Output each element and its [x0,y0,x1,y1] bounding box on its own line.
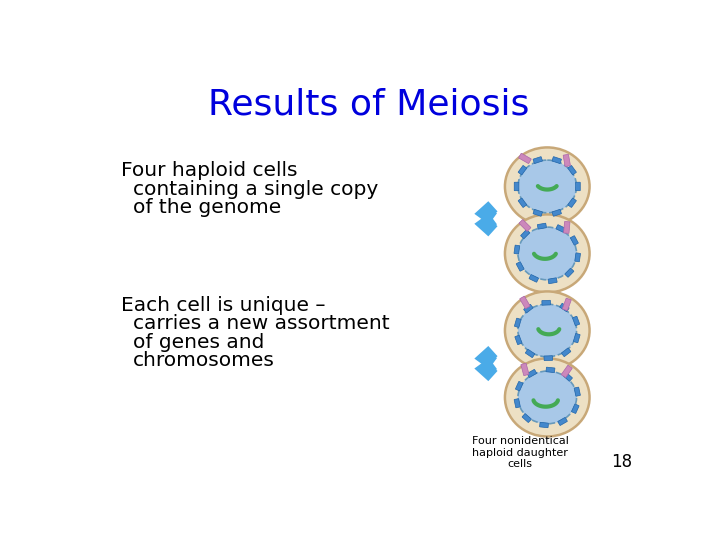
Ellipse shape [505,147,590,226]
Text: Four nonidentical
haploid daughter
cells: Four nonidentical haploid daughter cells [472,436,569,469]
FancyBboxPatch shape [573,334,580,343]
FancyBboxPatch shape [526,349,535,357]
FancyBboxPatch shape [552,210,562,216]
FancyBboxPatch shape [575,253,580,262]
FancyBboxPatch shape [520,296,530,309]
Text: containing a single copy: containing a single copy [132,179,378,199]
FancyBboxPatch shape [563,154,570,166]
Ellipse shape [505,292,590,369]
FancyBboxPatch shape [562,365,572,377]
FancyBboxPatch shape [572,316,580,326]
FancyBboxPatch shape [533,157,542,164]
Text: carries a new assortment: carries a new assortment [132,314,390,333]
FancyBboxPatch shape [539,422,549,428]
FancyBboxPatch shape [562,298,571,310]
FancyBboxPatch shape [564,221,570,233]
FancyBboxPatch shape [516,262,524,271]
FancyBboxPatch shape [515,335,522,345]
FancyBboxPatch shape [568,198,576,207]
FancyBboxPatch shape [568,166,576,175]
FancyBboxPatch shape [521,230,530,239]
Ellipse shape [518,371,577,424]
FancyBboxPatch shape [514,245,520,254]
FancyBboxPatch shape [522,414,531,422]
Text: 18: 18 [611,453,632,470]
FancyBboxPatch shape [563,373,572,381]
FancyBboxPatch shape [518,198,526,207]
FancyBboxPatch shape [570,236,578,245]
FancyBboxPatch shape [564,268,574,277]
FancyBboxPatch shape [559,303,569,312]
FancyBboxPatch shape [518,166,526,175]
FancyBboxPatch shape [514,399,521,408]
FancyBboxPatch shape [574,387,580,396]
Ellipse shape [505,359,590,436]
FancyBboxPatch shape [558,417,567,426]
FancyBboxPatch shape [537,223,546,229]
FancyBboxPatch shape [562,348,571,356]
Ellipse shape [505,214,590,293]
FancyBboxPatch shape [514,318,521,327]
FancyBboxPatch shape [546,367,555,373]
Ellipse shape [518,160,577,213]
FancyBboxPatch shape [572,404,579,414]
FancyBboxPatch shape [523,305,533,313]
Text: Four haploid cells: Four haploid cells [121,161,297,180]
Text: of the genome: of the genome [132,198,281,217]
FancyBboxPatch shape [519,220,531,231]
FancyBboxPatch shape [552,157,562,164]
FancyBboxPatch shape [533,210,542,216]
FancyBboxPatch shape [544,356,553,361]
Text: Each cell is unique –: Each cell is unique – [121,296,325,315]
Text: of genes and: of genes and [132,333,264,352]
FancyBboxPatch shape [521,363,529,376]
FancyBboxPatch shape [529,274,539,282]
FancyBboxPatch shape [518,153,531,164]
Text: Results of Meiosis: Results of Meiosis [208,88,530,122]
FancyBboxPatch shape [514,182,519,191]
FancyBboxPatch shape [548,278,557,284]
Text: chromosomes: chromosomes [132,351,274,370]
Ellipse shape [518,227,577,280]
FancyBboxPatch shape [542,300,551,305]
FancyBboxPatch shape [527,369,536,377]
FancyBboxPatch shape [516,381,523,391]
Ellipse shape [518,304,577,357]
FancyBboxPatch shape [575,182,580,191]
FancyBboxPatch shape [556,225,565,232]
